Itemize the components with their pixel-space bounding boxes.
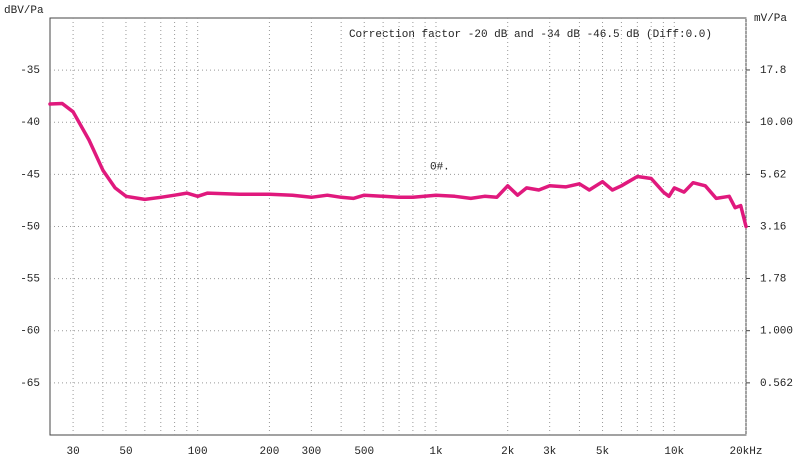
x-tick-label: 300 [301, 446, 321, 458]
x-tick-label: 1k [429, 446, 443, 458]
x-tick-label: 30 [66, 446, 79, 458]
x-tick-label: 5k [596, 446, 610, 458]
y-tick-label: -60 [20, 326, 40, 338]
response-curve [48, 101, 748, 229]
curve-label: 0#. [430, 161, 450, 173]
y2-tick-label: 17.8 [760, 65, 786, 77]
x-tick-label: 200 [260, 446, 280, 458]
y-tick-label: -50 [20, 221, 40, 233]
x-tick-label: 2k [501, 446, 515, 458]
x-tick-label: 500 [354, 446, 374, 458]
y2-tick-label: 5.62 [760, 169, 786, 181]
y-tick-label: -40 [20, 117, 40, 129]
y-tick-label: -35 [20, 65, 40, 77]
y-tick-label: -55 [20, 274, 40, 286]
x-tick-label: 50 [119, 446, 132, 458]
y2-tick-label: 1.000 [760, 326, 793, 338]
x-tick-label: 100 [188, 446, 208, 458]
y2-tick-label: 3.16 [760, 221, 786, 233]
y-axis-label: dBV/Pa [4, 5, 44, 17]
y-tick-label: -65 [20, 378, 40, 390]
x-tick-label: 3k [543, 446, 557, 458]
y2-tick-label: 0.562 [760, 378, 793, 390]
x-tick-label: 10k [664, 446, 684, 458]
y2-tick-label: 10.00 [760, 117, 793, 129]
x-tick-label: 20kHz [729, 446, 762, 458]
y2-tick-label: 1.78 [760, 273, 786, 285]
y2-axis-label: mV/Pa [754, 13, 787, 25]
annotation: Correction factor -20 dB and -34 dB -46.… [349, 29, 712, 41]
y-tick-label: -45 [20, 169, 40, 181]
